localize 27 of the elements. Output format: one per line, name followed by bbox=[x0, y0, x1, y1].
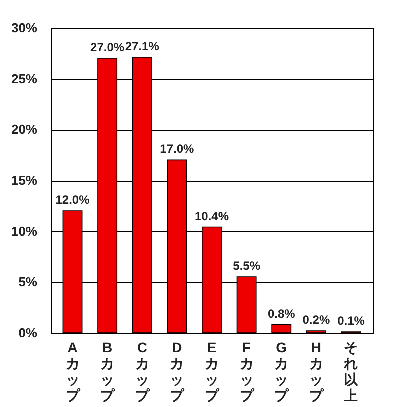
x-tick-label: Aカップ bbox=[66, 340, 81, 404]
y-tick-label: 25% bbox=[11, 71, 38, 86]
data-label: 17.0% bbox=[160, 142, 195, 156]
x-tick-label: Hカップ bbox=[309, 340, 324, 404]
y-tick-label: 5% bbox=[18, 274, 38, 290]
data-label: 12.0% bbox=[56, 193, 90, 207]
x-tick-label: Dカップ bbox=[170, 340, 186, 404]
x-tick-label: Fカップ bbox=[240, 340, 255, 404]
bar bbox=[272, 324, 292, 334]
data-label: 0.1% bbox=[338, 314, 366, 328]
x-tick-label: それ以上 bbox=[343, 340, 360, 404]
data-label: 0.8% bbox=[268, 306, 296, 321]
x-tick-label: Eカップ bbox=[205, 340, 220, 404]
y-tick-label: 20% bbox=[11, 122, 38, 138]
bar bbox=[306, 330, 326, 334]
data-label: 5.5% bbox=[233, 259, 261, 274]
x-tick-label: Gカップ bbox=[274, 340, 290, 404]
data-label: 10.4% bbox=[194, 209, 230, 224]
data-label: 27.0% bbox=[90, 40, 125, 54]
y-tick-label: 15% bbox=[11, 173, 38, 188]
y-tick-label: 0% bbox=[18, 326, 38, 340]
x-tick-label: Cカップ bbox=[135, 340, 150, 404]
y-tick-label: 10% bbox=[11, 224, 38, 239]
x-tick-label: Bカップ bbox=[100, 340, 116, 404]
y-tick-label: 30% bbox=[11, 20, 38, 36]
data-label: 27.1% bbox=[125, 39, 160, 54]
data-label: 0.2% bbox=[302, 312, 330, 327]
